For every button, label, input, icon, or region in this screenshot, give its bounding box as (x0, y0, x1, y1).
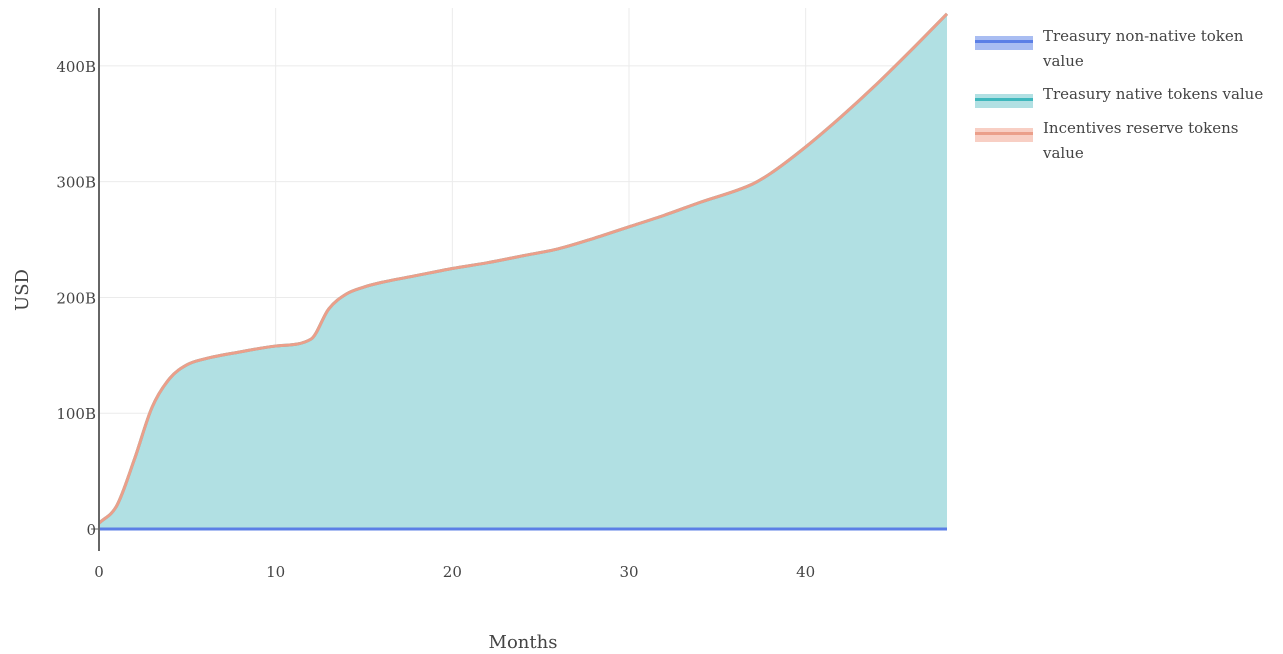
legend-item-incentives-reserve-tokens-value[interactable]: Incentives reserve tokens value (975, 116, 1275, 166)
legend-item-treasury-non-native-token-value[interactable]: Treasury non-native token value (975, 24, 1275, 74)
line-incentives-reserve-tokens-value (97, 12, 949, 525)
y-tick-label: 100B (56, 405, 96, 423)
y-tick-label: 400B (56, 58, 96, 76)
legend-label: Incentives reserve tokens value (1043, 119, 1239, 162)
x-tick-label: 40 (796, 563, 815, 581)
area-treasury-native-tokens-value (99, 13, 947, 530)
y-tick-label: 0 (86, 521, 96, 539)
legend-swatch (975, 36, 1033, 50)
y-axis-title: USD (12, 269, 33, 311)
x-tick-label: 10 (266, 563, 285, 581)
legend: Treasury non-native token value Treasury … (975, 24, 1275, 174)
area-series (97, 12, 949, 531)
legend-label: Treasury native tokens value (1043, 85, 1264, 103)
legend-swatch-fill (975, 128, 1033, 142)
x-tick-label: 0 (94, 563, 104, 581)
legend-label: Treasury non-native token value (1043, 27, 1244, 70)
x-axis-title: Months (489, 632, 558, 653)
x-tick-label: 20 (443, 563, 462, 581)
legend-swatch-fill (975, 36, 1033, 50)
legend-swatch-fill (975, 94, 1033, 108)
legend-swatch-line (975, 40, 1033, 43)
legend-swatch (975, 94, 1033, 108)
axes (91, 8, 100, 551)
x-tick-label: 30 (619, 563, 638, 581)
legend-swatch (975, 128, 1033, 142)
y-tick-label: 200B (56, 289, 96, 307)
legend-swatch-line (975, 98, 1033, 101)
y-axis-tick-labels: 0 100B 200B 300B 400B (56, 58, 96, 539)
legend-item-treasury-native-tokens-value[interactable]: Treasury native tokens value (975, 82, 1275, 108)
x-axis-tick-labels: 0 10 20 30 40 (94, 563, 815, 581)
y-tick-label: 300B (56, 174, 96, 192)
legend-swatch-line (975, 132, 1033, 135)
